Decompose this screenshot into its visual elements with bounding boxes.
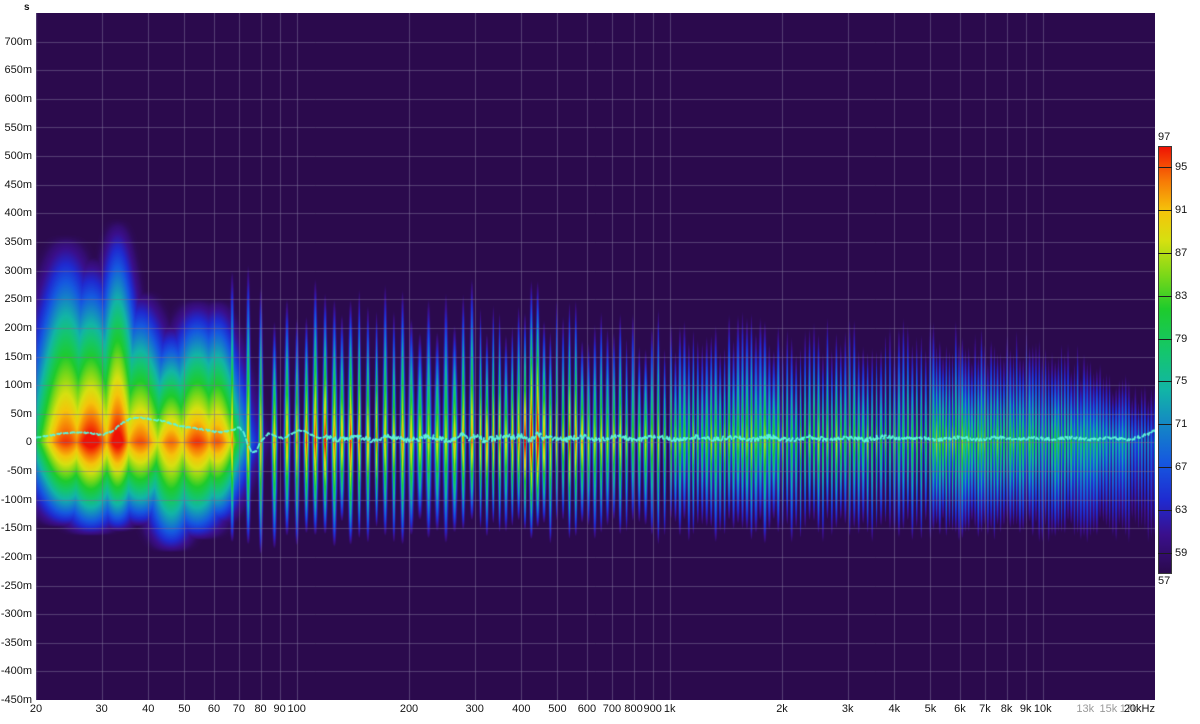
x-tick-label: 600: [577, 703, 597, 715]
x-tick-label: 50: [178, 703, 191, 715]
y-tick-label: 200m: [4, 321, 32, 334]
x-tick-label: 900: [643, 703, 662, 715]
x-tick-label: 5k: [924, 703, 937, 715]
colorbar-tick-label: 95: [1175, 161, 1188, 174]
y-axis: 700m 650m 600m 550m 500m 450m 400m 350m 300m 250m…: [0, 0, 36, 724]
x-tick-label: 15k: [1099, 703, 1118, 715]
x-tick-label: 500: [548, 703, 567, 715]
colorbar-tick-label: 67: [1175, 461, 1188, 473]
colorbar-tick-label: 87: [1175, 247, 1188, 259]
x-tick-label: 30: [95, 703, 108, 715]
y-tick-label: 350m: [4, 236, 32, 248]
colorbar-tick-line: [1158, 509, 1172, 511]
x-tick-label: 70: [232, 703, 246, 715]
colorbar-tick-label: 71: [1175, 418, 1188, 431]
x-tick-label: 1k: [663, 703, 676, 715]
y-tick-label: 400m: [4, 207, 32, 220]
x-tick-label: 4k: [888, 703, 901, 715]
colorbar-min-label: 57: [1158, 575, 1171, 587]
x-tick-label: 60: [207, 703, 221, 715]
colorbar-tick-label: 59: [1175, 546, 1188, 559]
x-tick-label: 9k: [1019, 703, 1032, 715]
colorbar-tick-label: 75: [1175, 375, 1188, 388]
y-tick-label: 50m: [10, 407, 32, 420]
colorbar-tick-line: [1158, 552, 1172, 554]
y-tick-label: -350m: [0, 636, 32, 649]
x-tick-label: 40: [142, 703, 155, 715]
y-tick-label: 150m: [4, 350, 32, 363]
x-tick-label: 400: [512, 703, 531, 715]
x-tick-label: 100: [287, 703, 306, 715]
colorbar-tick-line: [1158, 381, 1172, 383]
y-tick-label: -450m: [0, 694, 32, 706]
y-tick-label: -50m: [6, 465, 32, 477]
x-tick-label: 3k: [841, 703, 854, 715]
x-tick-label: 6k: [954, 703, 966, 715]
x-tick-label: 800: [624, 703, 643, 715]
y-tick-label: 450m: [4, 178, 32, 191]
colorbar-tick-line: [1158, 424, 1172, 426]
y-tick-label: -400m: [0, 665, 32, 678]
y-tick-label: -200m: [0, 550, 32, 563]
x-tick-label: 10k: [1033, 703, 1052, 715]
x-tick-label: 20kHz: [1123, 703, 1155, 715]
x-tick-label: 90: [273, 703, 286, 715]
y-tick-label: -100m: [0, 493, 32, 506]
x-tick-label: 2k: [776, 703, 788, 715]
y-tick-label: 600m: [4, 92, 32, 105]
x-tick-label: 80: [254, 703, 267, 715]
colorbar-tick-label: 79: [1175, 332, 1188, 345]
x-tick-label: 700: [602, 703, 622, 715]
x-tick-label: 7k: [979, 703, 991, 715]
x-tick-label: 20: [29, 703, 43, 715]
y-tick-label: 500m: [4, 150, 32, 163]
colorbar-tick-line: [1158, 295, 1172, 297]
y-tick-label: 0: [25, 436, 32, 449]
x-tick-label: 200: [399, 703, 419, 715]
x-tick-label: 13k: [1076, 703, 1095, 715]
colorbar-tick-label: 83: [1175, 289, 1188, 302]
colorbar-tick-line: [1158, 253, 1172, 254]
colorbar-max-label: 97: [1158, 131, 1171, 143]
x-tick-label: 300: [465, 703, 484, 715]
x-tick-label: 8k: [1000, 703, 1013, 715]
x-tick-label: 17k: [1119, 703, 1138, 715]
colorbar-ticks: 59 63 67 71 75 79 83 87 91 95: [1158, 146, 1200, 574]
colorbar-tick-line: [1158, 167, 1172, 169]
y-tick-label: 700m: [4, 35, 32, 48]
y-tick-label: 550m: [4, 121, 32, 134]
y-axis-unit-label: s: [24, 2, 30, 13]
y-tick-label: 300m: [4, 264, 32, 277]
y-tick-label: -300m: [0, 608, 32, 621]
colorbar-tick-line: [1158, 467, 1172, 468]
colorbar-tick-label: 91: [1175, 204, 1188, 217]
colorbar-tick-line: [1158, 210, 1172, 212]
y-tick-label: 100m: [4, 379, 32, 392]
y-tick-label: -150m: [0, 522, 32, 535]
colorbar-tick-label: 63: [1175, 503, 1188, 516]
y-tick-label: 250m: [4, 293, 32, 306]
colorbar-tick-line: [1158, 338, 1172, 340]
y-tick-label: -250m: [0, 579, 32, 592]
y-tick-label: 650m: [4, 64, 32, 77]
